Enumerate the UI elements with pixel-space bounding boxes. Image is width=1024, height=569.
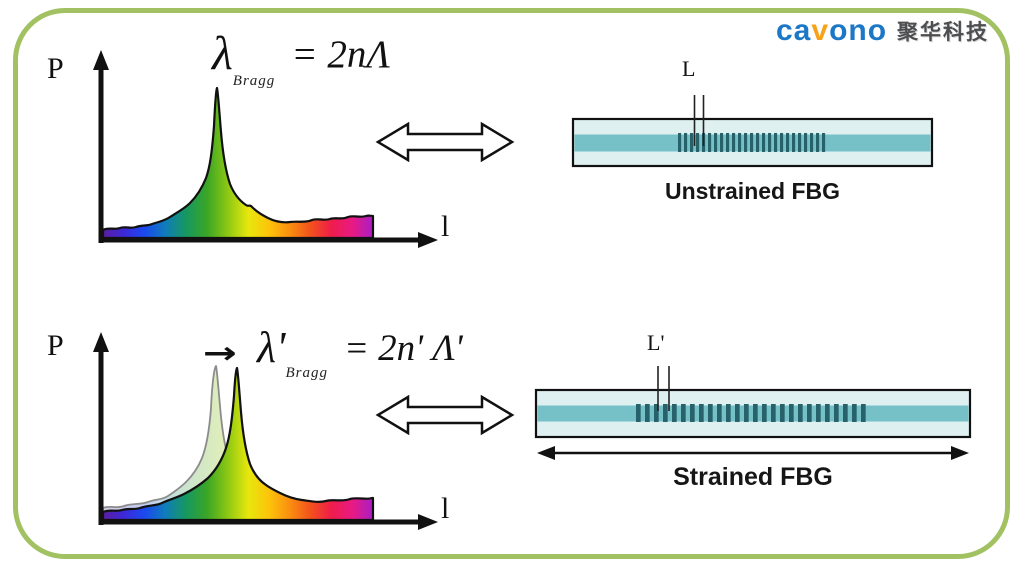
equivalence-double-arrow-icon-bottom: [375, 394, 515, 436]
fiber-length-label-unstrained: L: [682, 56, 696, 81]
strained-grating-pattern: [636, 404, 866, 422]
slide-border: [13, 8, 1010, 559]
strain-extent-arrow-icon: [537, 446, 969, 460]
strained-fiber: [534, 366, 972, 460]
brand-wordmark: cavono: [776, 16, 887, 46]
strained-x-axis-label: l: [441, 492, 450, 525]
unstrained-x-axis-arrow-icon: [418, 232, 438, 248]
unstrained-y-axis-label: P: [47, 52, 64, 85]
equation-rhs: = 2n' Λ': [343, 328, 463, 369]
equation-rhs: = 2nΛ: [291, 33, 390, 76]
strained-x-axis-arrow-icon: [418, 514, 438, 530]
brand-accent-letter: v: [811, 14, 830, 47]
equivalence-double-arrow-icon-top: [375, 121, 515, 163]
unstrained-spectrum-plot: [93, 50, 438, 248]
unstrained-fbg-caption: Unstrained FBG: [664, 178, 841, 204]
lambda-symbol: λ: [212, 27, 233, 80]
brand-prefix: ca: [776, 14, 812, 47]
bragg-subscript: Bragg: [285, 365, 328, 381]
lambda-prime-symbol: λ': [257, 323, 286, 372]
brand-suffix: ono: [829, 14, 888, 47]
strained-y-axis-arrow-icon: [93, 332, 109, 352]
strained-fbg-caption: Strained FBG: [673, 463, 833, 491]
wavelength-shift-arrow-icon: →: [203, 336, 237, 371]
strained-spectrum-plot: [93, 332, 438, 530]
bragg-subscript: Bragg: [232, 73, 276, 89]
bragg-equation-unstrained: λ Bragg = 2nΛ: [212, 30, 390, 89]
company-logo: cavono 聚华科技: [776, 16, 989, 46]
unstrained-grating-pattern: [678, 133, 826, 152]
bragg-equation-strained: λ' Bragg = 2n' Λ': [257, 326, 463, 381]
company-name-cn: 聚华科技: [897, 21, 990, 44]
unstrained-spectrum-curve: [101, 86, 375, 240]
unstrained-y-axis-arrow-icon: [93, 50, 109, 70]
unstrained-fiber: [571, 95, 934, 168]
strained-y-axis-label: P: [47, 329, 64, 362]
fiber-length-label-strained: L': [647, 330, 665, 355]
unstrained-x-axis-label: l: [441, 210, 450, 243]
strained-spectrum-curve: [101, 366, 375, 522]
